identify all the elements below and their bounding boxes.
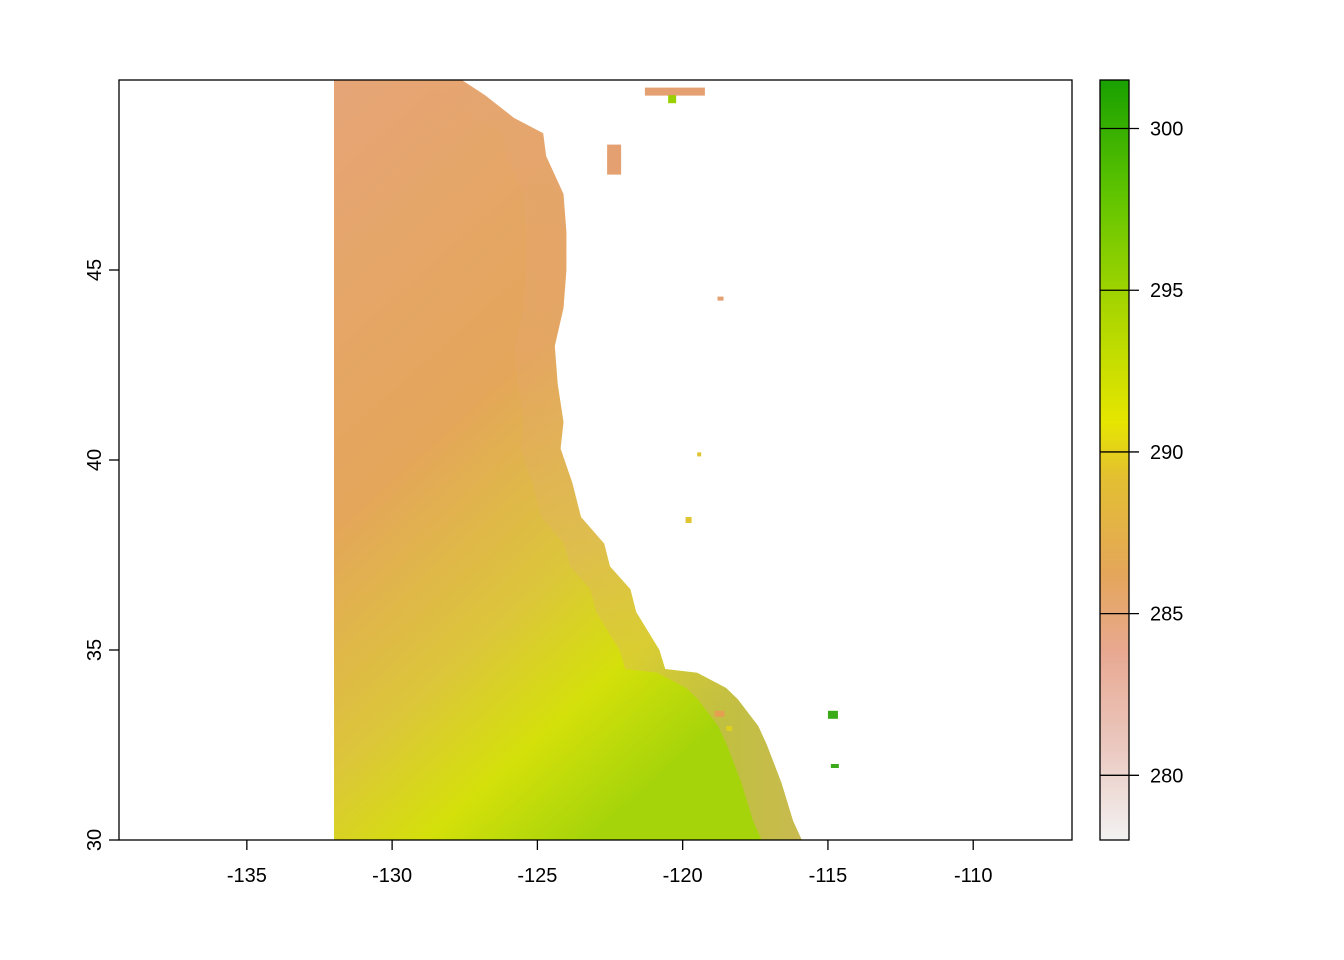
y-tick-label: 40 bbox=[84, 449, 106, 471]
legend-tick-label: 295 bbox=[1150, 280, 1183, 302]
x-tick-label: -110 bbox=[954, 865, 993, 887]
legend-colorbar bbox=[1099, 79, 1130, 841]
island-pixel-8 bbox=[607, 144, 622, 175]
y-axis: 30 35 40 45 bbox=[84, 259, 119, 851]
x-tick-label: -130 bbox=[372, 865, 412, 887]
x-tick-label: -115 bbox=[809, 865, 848, 887]
x-tick-label: -135 bbox=[227, 865, 267, 887]
island-pixel-0 bbox=[714, 710, 725, 717]
x-tick-label: -120 bbox=[663, 865, 703, 887]
island-pixel-9 bbox=[717, 296, 724, 301]
y-tick-label: 45 bbox=[84, 259, 106, 281]
y-tick-label: 35 bbox=[84, 639, 106, 661]
x-axis: -135 -130 -125 -120 -115 -110 bbox=[227, 840, 993, 887]
sst-raster bbox=[334, 80, 802, 840]
island-pixel-6 bbox=[644, 87, 705, 96]
island-pixel-4 bbox=[685, 517, 692, 523]
legend-tick-label: 290 bbox=[1150, 442, 1183, 464]
y-tick-label: 30 bbox=[84, 829, 106, 851]
x-tick-label: -125 bbox=[517, 865, 557, 887]
island-pixel-5 bbox=[697, 452, 702, 457]
island-pixel-2 bbox=[827, 710, 838, 719]
legend-ticks: 280 285 290 295 300 bbox=[1100, 119, 1183, 787]
island-pixel-3 bbox=[830, 764, 839, 768]
coastal-cool-band bbox=[421, 80, 802, 840]
island-pixels bbox=[607, 87, 839, 768]
island-pixel-7 bbox=[668, 95, 677, 104]
legend-tick-label: 300 bbox=[1150, 119, 1183, 141]
island-pixel-1 bbox=[726, 726, 733, 731]
legend-tick-label: 280 bbox=[1150, 765, 1183, 787]
legend-tick-label: 285 bbox=[1150, 604, 1183, 626]
